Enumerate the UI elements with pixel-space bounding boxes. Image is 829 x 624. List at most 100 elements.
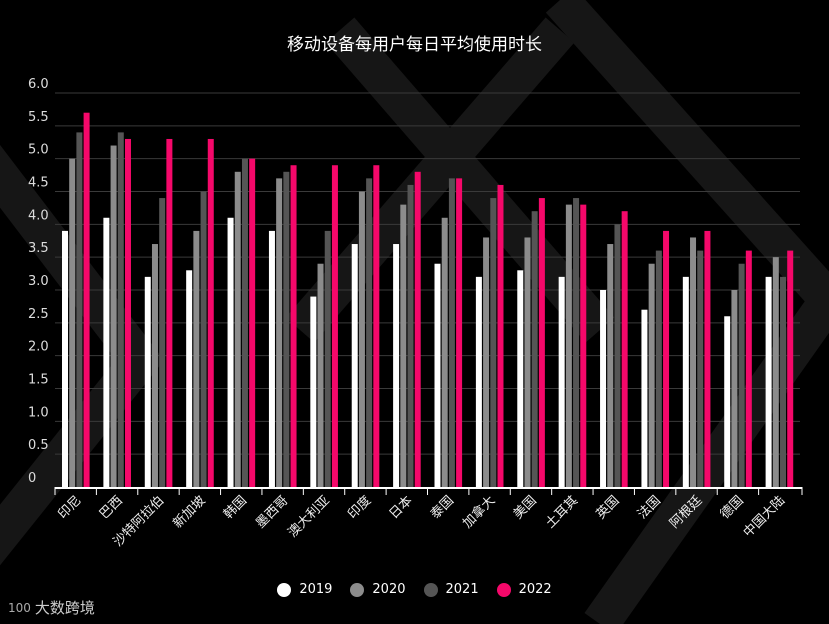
legend-item-2019[interactable]: 2019 (277, 582, 332, 597)
bar-2020 (565, 204, 572, 487)
bar-2020 (110, 145, 117, 488)
bar-2021 (655, 250, 662, 487)
bar-2019 (724, 316, 731, 487)
y-tick-label: 2.0 (28, 340, 49, 355)
bar-2019 (558, 276, 565, 487)
watermark-logo: 100 大数跨境 (8, 597, 95, 618)
bar-2020 (193, 230, 200, 487)
legend-item-2020[interactable]: 2020 (350, 582, 406, 597)
bar-2022 (745, 250, 752, 487)
bar-2020 (772, 257, 779, 487)
bar-2021 (159, 198, 166, 488)
bar-2021 (448, 178, 455, 487)
y-tick-label: 1.5 (28, 373, 49, 388)
bar-2022 (207, 138, 214, 487)
y-tick-label: 3.5 (28, 241, 49, 256)
y-tick-label: 4.5 (28, 176, 49, 191)
y-tick-label: 5.0 (28, 143, 49, 158)
bar-2020 (358, 191, 365, 487)
bar-2019 (517, 270, 524, 487)
bar-2019 (475, 276, 482, 487)
bar-2019 (351, 244, 358, 487)
x-tick-label: 澳大利亚 (285, 493, 333, 541)
logo-text: 大数跨境 (34, 599, 95, 617)
bar-2022 (787, 250, 794, 487)
bar-2022 (124, 138, 131, 487)
bar-2021 (614, 224, 621, 488)
bar-2021 (283, 171, 290, 488)
x-tick-label: 土耳其 (543, 493, 581, 531)
bar-2022 (456, 178, 463, 487)
bar-2021 (117, 132, 124, 487)
bar-2020 (69, 158, 76, 487)
bar-2022 (414, 171, 421, 488)
bar-2022 (249, 158, 256, 487)
bar-2021 (490, 198, 497, 488)
logo-mark: 100 (8, 600, 31, 615)
bar-2019 (393, 244, 400, 487)
x-tick-label: 日本 (387, 493, 416, 522)
bar-2022 (166, 138, 173, 487)
bar-2020 (607, 244, 614, 487)
x-tick-label: 中国大陆 (740, 493, 788, 541)
x-tick-label: 泰国 (428, 493, 457, 522)
bar-2022 (538, 198, 545, 488)
chart-title: 移动设备每用户每日平均使用时长 (287, 35, 542, 55)
bar-2020 (317, 263, 324, 487)
bar-2022 (331, 165, 338, 487)
x-tick-label: 韩国 (221, 493, 250, 522)
x-tick-label: 印尼 (56, 493, 85, 522)
legend-item-2022[interactable]: 2022 (496, 582, 552, 597)
bar-2020 (441, 217, 448, 487)
bar-2021 (780, 276, 787, 487)
bar-2019 (310, 296, 317, 487)
bar-2022 (290, 165, 297, 487)
bar-2020 (151, 244, 158, 487)
bar-2021 (531, 211, 538, 487)
bar-2020 (648, 263, 655, 487)
bar-2021 (241, 158, 248, 487)
legend: 2019 2020 2021 2022 (0, 582, 829, 597)
legend-item-2021[interactable]: 2021 (423, 582, 479, 597)
bar-2021 (324, 230, 331, 487)
bar-2019 (103, 217, 110, 487)
y-tick-label: 4.0 (28, 208, 49, 223)
bar-2019 (682, 276, 689, 487)
y-tick-label: 5.5 (28, 110, 49, 125)
legend-swatch (350, 582, 365, 597)
legend-label: 2021 (445, 582, 479, 597)
y-tick-label: 3.0 (28, 274, 49, 289)
y-tick-label: 0.5 (28, 438, 49, 453)
x-tick-label: 加拿大 (460, 493, 499, 532)
x-tick-label: 印度 (345, 493, 375, 523)
bar-2021 (200, 191, 207, 487)
bar-2021 (407, 184, 414, 487)
y-tick-label: 0 (28, 471, 36, 486)
bar-2020 (524, 237, 531, 487)
bar-2020 (690, 237, 697, 487)
bar-2019 (268, 230, 275, 487)
y-tick-label: 2.5 (28, 307, 49, 322)
bar-2022 (621, 211, 628, 487)
bar-2022 (373, 165, 380, 487)
bar-2019 (434, 263, 441, 487)
x-tick-label: 英国 (594, 493, 623, 522)
bar-2021 (573, 198, 580, 488)
bar-2020 (276, 178, 283, 487)
bar-2022 (663, 230, 670, 487)
x-tick-label: 新加坡 (170, 493, 209, 532)
bar-2021 (366, 178, 373, 487)
bar-2019 (765, 276, 772, 487)
bar-2019 (144, 276, 151, 487)
bar-2022 (83, 112, 90, 487)
x-tick-label: 美国 (511, 493, 540, 522)
legend-swatch (423, 582, 438, 597)
bar-2021 (697, 250, 704, 487)
bar-2019 (227, 217, 234, 487)
bar-2022 (704, 230, 711, 487)
bar-2022 (580, 204, 587, 487)
x-tick-label: 巴西 (97, 493, 126, 522)
x-tick-label: 墨西哥 (253, 493, 291, 531)
